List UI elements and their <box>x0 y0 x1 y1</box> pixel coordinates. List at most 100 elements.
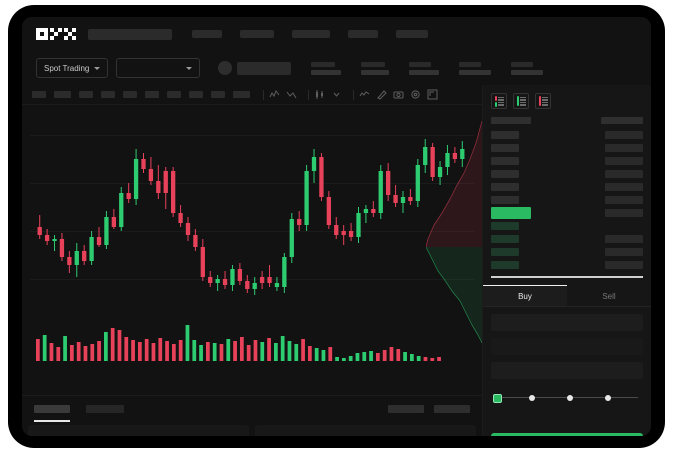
trade-side-tabs: Buy Sell <box>483 284 651 307</box>
orderbook-row-ask-1-size <box>605 130 643 139</box>
slider-stop-50[interactable] <box>567 395 573 401</box>
trading-pair-dropdown[interactable] <box>116 58 201 78</box>
orderbook-row-ask-1[interactable] <box>491 128 643 141</box>
orderbook-row-bid-2[interactable] <box>491 232 643 245</box>
chart-gridline <box>30 135 474 136</box>
tf-more[interactable] <box>233 91 250 98</box>
orderbook-spread-indicator <box>491 276 643 278</box>
orderbook-row-ask-6[interactable] <box>491 193 643 206</box>
orderbook-row-ask-4-price <box>491 169 519 178</box>
tf-15m[interactable] <box>79 91 93 98</box>
stat-volume-24h <box>511 61 544 75</box>
amount-percent-slider[interactable] <box>493 392 641 404</box>
candlestick-type-icon[interactable] <box>314 89 325 100</box>
orderbook-row-ask-3-price <box>491 156 519 165</box>
nav-item-1[interactable] <box>192 30 222 38</box>
orderbook-row-bid-3-size <box>605 247 643 256</box>
ticker-stats <box>291 61 544 75</box>
stat-high-24h-label <box>409 61 432 67</box>
orderbook-row-ask-5[interactable] <box>491 180 643 193</box>
nav-item-3[interactable] <box>292 30 330 38</box>
bottom-panel-left[interactable] <box>28 425 249 436</box>
orderbook-mode-group <box>483 85 651 115</box>
stat-last-price-value <box>311 69 342 75</box>
stat-high-24h-value <box>409 69 440 75</box>
compare-icon[interactable] <box>286 89 297 100</box>
orderbook-row-bid-4-price <box>491 260 519 269</box>
orderbook-row-ask-1-price <box>491 130 519 139</box>
logo-glyph-k <box>50 28 62 40</box>
nav-item-4[interactable] <box>348 30 378 38</box>
orderbook-row-last-price[interactable] <box>491 206 643 219</box>
stat-last-price-label <box>311 61 336 67</box>
tf-1M[interactable] <box>211 91 225 98</box>
logo-glyph-o <box>36 28 48 40</box>
orderbook-row-bid-2-price <box>491 234 519 243</box>
stat-low-24h-value <box>459 69 492 75</box>
bottom-panel-right[interactable] <box>255 425 476 436</box>
orderbook-row-bid-1[interactable] <box>491 219 643 232</box>
slider-stop-75[interactable] <box>605 395 611 401</box>
toolbar-divider <box>353 89 354 100</box>
orderbook-row-ask-4[interactable] <box>491 167 643 180</box>
place-buy-order-button[interactable] <box>491 433 643 436</box>
chart-toolbar <box>22 85 482 105</box>
indicators-icon[interactable] <box>269 89 280 100</box>
orderbook-row-bid-3[interactable] <box>491 245 643 258</box>
price-chart-area[interactable] <box>22 105 482 395</box>
timeframe-group <box>32 91 258 98</box>
tf-4h[interactable] <box>145 91 159 98</box>
stat-change-24h-value <box>361 69 390 75</box>
orderbook-row-ask-2-price <box>491 143 519 152</box>
tf-1w[interactable] <box>189 91 203 98</box>
orderbook-header-right <box>601 117 643 124</box>
bottom-pill-2[interactable] <box>434 404 470 413</box>
orderbook-row-ask-3[interactable] <box>491 154 643 167</box>
slider-stop-25[interactable] <box>529 395 535 401</box>
tf-1d[interactable] <box>167 91 181 98</box>
stat-last-price <box>311 61 342 75</box>
global-search-input[interactable] <box>88 28 172 40</box>
tab-order-history[interactable] <box>86 404 124 413</box>
orderbook-column-headers <box>483 115 651 128</box>
logo-glyph-x <box>64 28 76 40</box>
orderbook-mode-asks[interactable] <box>535 93 551 109</box>
okx-logo[interactable] <box>36 28 76 40</box>
orderbook-row-bid-4[interactable] <box>491 258 643 271</box>
orderbook-row-last-price-price <box>491 206 531 219</box>
orderbook-row-ask-2[interactable] <box>491 141 643 154</box>
tf-1h[interactable] <box>123 91 137 98</box>
orderbook-row-ask-5-price <box>491 182 519 191</box>
order-price-field[interactable] <box>491 313 643 331</box>
tf-5m[interactable] <box>54 91 71 98</box>
drawing-tool-icon[interactable] <box>376 89 387 100</box>
tf-1m[interactable] <box>32 91 46 98</box>
tab-sell-label: Sell <box>602 291 616 301</box>
market-type-dropdown[interactable]: Spot Trading <box>36 58 109 78</box>
settings-gear-icon[interactable] <box>410 89 421 100</box>
tab-buy[interactable]: Buy <box>483 284 567 306</box>
nav-item-5[interactable] <box>396 30 428 38</box>
chart-gridline <box>30 183 474 184</box>
bottom-pill-1[interactable] <box>388 404 424 413</box>
orderbook-mode-bids[interactable] <box>513 93 529 109</box>
pair-name-label <box>237 61 292 75</box>
orderbook-mode-both[interactable] <box>491 93 507 109</box>
nav-item-2[interactable] <box>240 30 274 38</box>
order-amount-field[interactable] <box>491 337 643 355</box>
orderbook-header-left <box>491 117 531 124</box>
stat-volume-24h-label <box>511 61 534 67</box>
camera-icon[interactable] <box>393 89 404 100</box>
chevron-down-icon[interactable] <box>331 89 342 100</box>
order-total-field[interactable] <box>491 361 643 379</box>
orderbook-row-bid-2-size <box>605 234 643 243</box>
line-chart-icon[interactable] <box>359 89 370 100</box>
market-type-label: Spot Trading <box>44 63 90 73</box>
tf-30m[interactable] <box>101 91 115 98</box>
slider-handle[interactable] <box>493 393 502 403</box>
orderbook-row-ask-5-size <box>605 182 643 191</box>
tab-sell[interactable]: Sell <box>567 286 651 306</box>
tab-open-orders[interactable] <box>34 404 70 422</box>
bottom-panels <box>22 421 482 436</box>
fullscreen-icon[interactable] <box>427 89 438 100</box>
